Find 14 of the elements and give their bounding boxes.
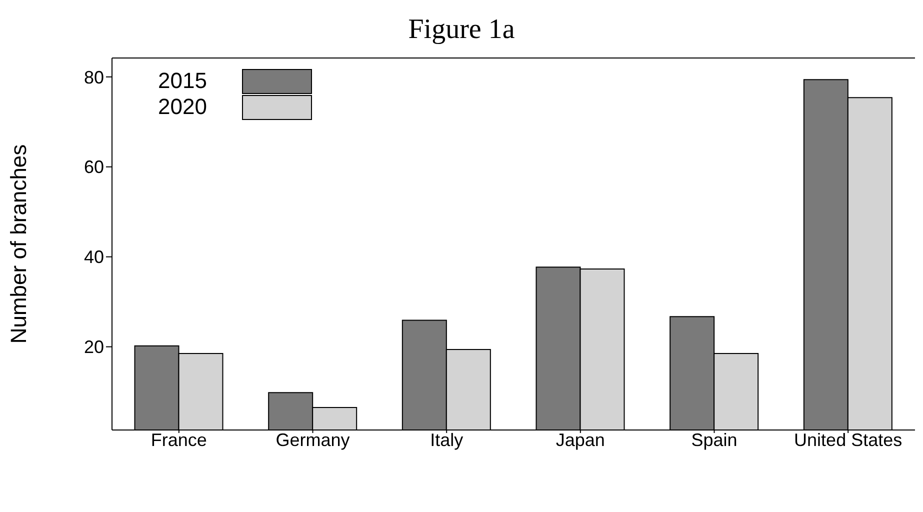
x-tick-label: Italy — [430, 430, 464, 450]
x-tick-label: United States — [794, 430, 902, 450]
legend-label: 2015 — [158, 68, 208, 94]
y-tick-label: 20 — [84, 337, 104, 358]
chart-title: Figure 1a — [407, 13, 516, 47]
y-tick-label: 60 — [84, 157, 104, 178]
legend-label: 2020 — [158, 94, 208, 120]
x-tick-label: Japan — [556, 430, 605, 450]
y-tick-label: 80 — [84, 67, 104, 88]
x-tick-label: France — [150, 430, 207, 450]
y-tick-label: 40 — [84, 247, 104, 268]
x-tick-label: Spain — [691, 430, 738, 450]
x-tick-label: Germany — [276, 430, 350, 450]
y-axis-title: Number of branches — [6, 144, 31, 344]
